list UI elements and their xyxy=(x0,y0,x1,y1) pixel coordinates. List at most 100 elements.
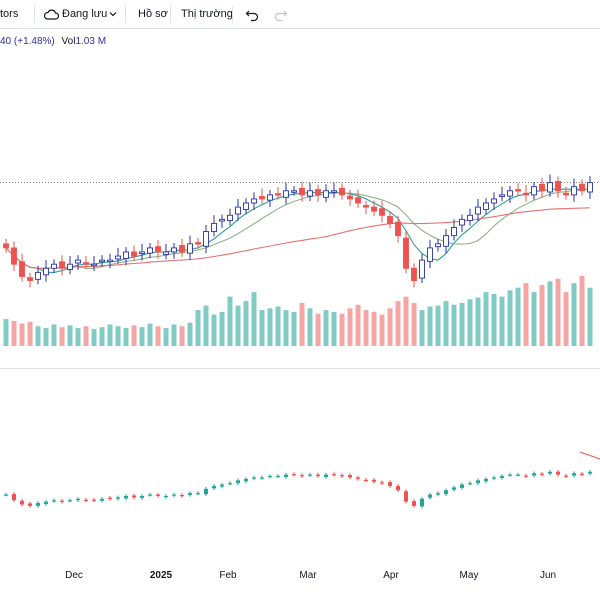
redo-icon[interactable] xyxy=(274,8,288,22)
candle-body xyxy=(235,206,241,215)
volume-bar xyxy=(587,287,593,346)
volume-bar xyxy=(259,310,265,346)
candle-body xyxy=(323,190,329,198)
candle-body xyxy=(283,190,289,198)
profile-button[interactable]: Hồ sơ xyxy=(138,8,168,20)
candle-body xyxy=(467,214,473,222)
volume-bar xyxy=(419,310,425,346)
volume-bar xyxy=(379,314,385,346)
undo-icon[interactable] xyxy=(245,8,259,22)
lower-candle-body xyxy=(484,478,488,482)
volume-bar xyxy=(211,314,217,346)
volume-bar xyxy=(363,310,369,346)
toolbar-divider xyxy=(232,6,233,23)
market-button[interactable]: Thị trường xyxy=(181,8,233,20)
volume-bar xyxy=(99,327,105,346)
candle-body xyxy=(555,180,561,192)
lower-candle-body xyxy=(556,471,560,475)
lower-candle-body xyxy=(100,498,104,501)
candle-body xyxy=(587,182,593,193)
candle-body xyxy=(67,263,73,270)
lower-candle-body xyxy=(148,494,152,496)
candle-body xyxy=(515,189,521,192)
candle-body xyxy=(291,190,297,193)
lower-candle-body xyxy=(380,482,384,484)
volume-bar xyxy=(347,308,353,346)
lower-candle-body xyxy=(28,503,32,506)
lower-candle-body xyxy=(436,493,440,495)
lower-candle-body xyxy=(260,477,264,479)
candle-body xyxy=(579,183,585,192)
volume-bar xyxy=(491,293,497,346)
candle-body xyxy=(347,195,353,200)
volume-bar xyxy=(171,324,177,346)
volume-bar xyxy=(123,328,129,346)
volume-bar xyxy=(19,323,25,346)
candle-body xyxy=(195,242,201,245)
candle-body xyxy=(259,196,265,200)
lower-candle-body xyxy=(316,474,320,477)
candle-body xyxy=(371,206,377,212)
candle-body xyxy=(507,190,513,197)
volume-bar xyxy=(203,305,209,346)
candle-body xyxy=(147,247,153,254)
volume-bar xyxy=(507,290,513,346)
save-dropdown-chevron-icon[interactable] xyxy=(108,0,118,29)
volume-bar xyxy=(51,324,57,346)
lower-candle-body xyxy=(124,495,128,499)
lower-candle-body xyxy=(548,471,552,474)
volume-bar xyxy=(155,326,161,346)
lower-candle-body xyxy=(284,474,288,478)
volume-bar xyxy=(283,310,289,346)
volume-bar xyxy=(75,328,81,346)
volume-bar xyxy=(547,281,553,346)
candle-body xyxy=(491,198,497,204)
time-label-may: May xyxy=(459,570,479,581)
lower-candle-body xyxy=(396,486,400,491)
time-axis[interactable]: Dec 2025 Feb Mar Apr May Jun xyxy=(0,562,600,600)
candle-body xyxy=(107,259,113,263)
lower-candle-body xyxy=(68,500,72,502)
candle-body xyxy=(251,198,257,204)
volume-bar xyxy=(435,305,441,346)
lower-candle-body xyxy=(156,494,160,496)
volume-bar xyxy=(3,319,9,346)
volume-bar xyxy=(555,278,561,346)
time-label-feb: Feb xyxy=(219,570,237,581)
indicators-button[interactable]: tors xyxy=(0,8,19,20)
lower-candle-body xyxy=(132,495,136,498)
volume-bar xyxy=(459,302,465,346)
candle-body xyxy=(51,263,57,269)
lower-candle-body xyxy=(276,476,280,478)
lower-candle-body xyxy=(460,484,464,488)
volume-bar xyxy=(483,292,489,346)
candle-body xyxy=(355,197,361,204)
volume-label: Vol xyxy=(61,36,76,47)
volume-bar xyxy=(563,292,569,346)
candle-body xyxy=(83,262,89,265)
lower-candle-body xyxy=(500,476,504,478)
candle-body xyxy=(531,186,537,196)
lower-candle-body xyxy=(164,495,168,498)
volume-bar xyxy=(227,296,233,346)
volume-bar xyxy=(59,327,65,346)
chart-legend: 40 (+1.48%) Vol1.03 M xyxy=(0,36,106,47)
lower-candle-body xyxy=(4,494,8,496)
candle-body xyxy=(27,277,33,281)
candle-body xyxy=(475,206,481,215)
candle-body xyxy=(379,208,385,216)
ma-slow-line xyxy=(5,207,591,269)
lower-candle-body xyxy=(308,474,312,476)
volume-bar xyxy=(91,328,97,346)
volume-bar xyxy=(107,324,113,346)
lower-candle-body xyxy=(412,501,416,506)
pane-separator[interactable] xyxy=(0,368,600,369)
candle-body xyxy=(275,193,281,196)
volume-bar xyxy=(243,301,249,346)
candle-body xyxy=(11,247,17,265)
lower-candle-body xyxy=(564,475,568,477)
lower-candle-body xyxy=(452,487,456,490)
lower-candle-body xyxy=(332,474,336,476)
candle-body xyxy=(435,243,441,248)
